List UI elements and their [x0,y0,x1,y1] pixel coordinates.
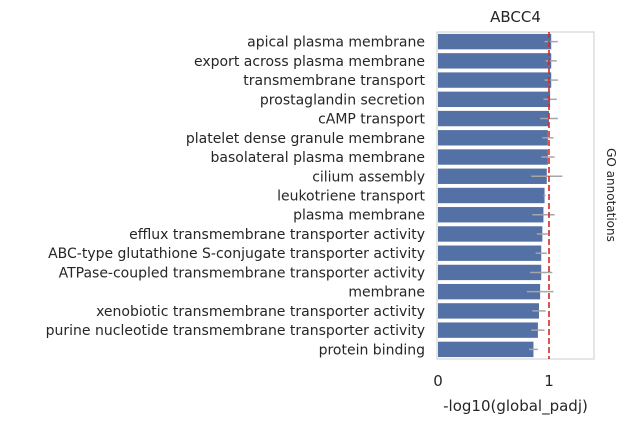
category-label: export across plasma membrane [194,54,425,70]
category-label: xenobiotic transmembrane transporter act… [96,304,425,320]
bar [438,207,544,223]
category-label: cilium assembly [312,169,425,185]
errorbars-group [526,40,563,351]
bar [438,33,552,50]
bar [438,72,552,88]
x-tick-label: 0 [433,372,443,390]
bar [438,110,549,127]
bar [438,303,540,319]
category-label: efflux transmembrane transporter activit… [129,227,425,243]
bar [438,283,541,300]
category-label: leukotriene transport [277,189,425,205]
category-label: transmembrane transport [243,73,425,89]
bar [438,341,534,358]
category-label: basolateral plasma membrane [211,150,425,166]
category-label: cAMP transport [318,112,425,128]
bar [438,264,542,281]
plot-frame [436,31,595,360]
bar [438,187,545,204]
category-label: plasma membrane [293,208,425,224]
bar [438,53,552,69]
bar [438,168,547,184]
category-label: ABC-type glutathione S-conjugate transpo… [48,246,425,262]
bar [438,130,548,146]
bar [438,226,543,242]
x-tick-label: 1 [544,372,554,390]
bars-group [438,33,552,358]
category-label: ATPase-coupled transmembrane transporter… [59,265,425,281]
category-label: prostaglandin secretion [260,92,425,108]
bar [438,149,548,165]
category-label: apical plasma membrane [247,35,425,51]
bar [438,91,551,108]
chart-title: ABCC4 [490,8,541,26]
side-label: GO annotations [604,148,618,242]
bar [438,322,538,338]
category-label: platelet dense granule membrane [186,131,425,147]
bar [438,245,542,261]
x-axis-title: -log10(global_padj) [443,397,588,416]
category-labels-group: apical plasma membrane export across plas… [46,35,426,359]
category-label: purine nucleotide transmembrane transpor… [46,323,425,339]
category-label: protein binding [319,342,425,358]
category-label: membrane [348,285,425,301]
